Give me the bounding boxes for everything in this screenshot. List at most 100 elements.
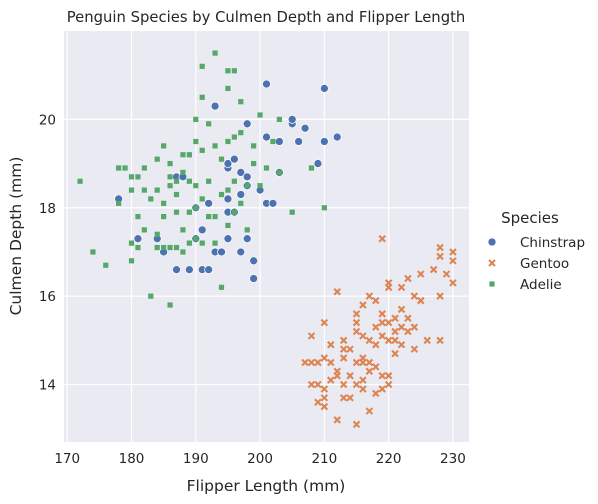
data-point-chinstrap — [249, 274, 258, 283]
data-point-adelie — [186, 240, 192, 246]
data-point-chinstrap — [249, 256, 258, 266]
data-point-adelie — [238, 99, 244, 105]
data-point-adelie — [225, 85, 231, 92]
data-point-gentoo — [404, 327, 412, 336]
data-point-adelie — [244, 227, 250, 233]
data-point-adelie — [90, 249, 96, 255]
data-point-gentoo — [352, 380, 361, 389]
legend-label-gentoo: Gentoo — [520, 256, 569, 272]
data-point-gentoo — [378, 310, 386, 318]
data-point-gentoo — [333, 416, 341, 424]
data-point-gentoo — [429, 265, 438, 274]
data-point-chinstrap — [242, 172, 252, 182]
data-point-chinstrap — [294, 137, 303, 146]
data-point-chinstrap — [223, 194, 233, 204]
data-point-adelie — [186, 178, 192, 184]
data-point-chinstrap — [236, 168, 246, 177]
series-adelie — [77, 50, 327, 308]
data-point-gentoo — [327, 341, 335, 349]
data-point-adelie — [154, 244, 160, 251]
data-point-adelie — [77, 178, 83, 184]
data-point-gentoo — [384, 283, 393, 292]
data-point-gentoo — [301, 358, 309, 367]
data-point-gentoo — [359, 358, 367, 367]
data-point-gentoo — [442, 270, 451, 278]
x-tick-label: 210 — [311, 451, 337, 467]
data-point-adelie — [167, 174, 173, 180]
y-tick-labels: 14 16 18 20 — [39, 112, 56, 393]
data-point-adelie — [154, 231, 160, 237]
data-point-gentoo — [320, 385, 329, 393]
data-point-adelie — [167, 244, 173, 251]
data-point-gentoo — [314, 398, 322, 406]
data-point-gentoo — [436, 252, 444, 261]
data-point-adelie — [173, 191, 180, 198]
data-point-adelie — [167, 183, 173, 189]
data-point-adelie — [173, 244, 180, 251]
data-point-gentoo — [397, 341, 406, 349]
data-point-gentoo — [339, 345, 348, 353]
data-point-adelie — [193, 183, 199, 189]
data-point-adelie — [180, 227, 186, 233]
data-point-adelie — [276, 116, 282, 122]
data-point-chinstrap — [172, 265, 181, 274]
data-point-adelie — [128, 240, 135, 246]
data-point-adelie — [212, 214, 218, 220]
legend-marker-gentoo — [488, 259, 496, 267]
data-point-adelie — [199, 196, 205, 202]
data-point-gentoo — [397, 283, 406, 292]
series-gentoo — [301, 234, 457, 429]
data-point-gentoo — [365, 367, 374, 376]
data-point-gentoo — [346, 345, 354, 353]
data-point-adelie — [218, 156, 225, 162]
data-point-chinstrap — [262, 79, 271, 89]
data-point-gentoo — [359, 332, 367, 340]
data-point-chinstrap — [204, 199, 213, 208]
data-point-adelie — [218, 284, 225, 290]
data-point-adelie — [257, 112, 263, 118]
data-point-chinstrap — [300, 123, 310, 133]
data-point-gentoo — [365, 292, 374, 300]
data-point-gentoo — [417, 270, 425, 278]
data-point-adelie — [199, 94, 205, 100]
data-point-adelie — [154, 187, 160, 193]
data-point-gentoo — [359, 385, 367, 393]
data-point-adelie — [141, 187, 147, 193]
data-point-gentoo — [307, 380, 316, 389]
data-point-adelie — [128, 187, 135, 193]
data-point-gentoo — [327, 376, 335, 384]
data-point-adelie — [206, 214, 212, 220]
x-tick-label: 190 — [183, 451, 209, 467]
data-point-gentoo — [410, 292, 419, 300]
data-point-chinstrap — [262, 132, 271, 142]
data-point-adelie — [103, 262, 109, 268]
data-point-gentoo — [423, 336, 431, 345]
data-point-chinstrap — [320, 137, 329, 146]
legend-marker-chinstrap — [487, 237, 497, 247]
data-point-gentoo — [333, 367, 341, 376]
y-tick-label: 14 — [39, 378, 56, 394]
data-point-gentoo — [384, 336, 393, 345]
data-point-gentoo — [365, 407, 374, 415]
data-point-gentoo — [365, 336, 374, 345]
data-point-adelie — [193, 138, 199, 145]
data-point-adelie — [173, 178, 180, 184]
data-point-adelie — [231, 134, 237, 140]
data-point-gentoo — [320, 318, 329, 327]
legend-marker-adelie — [489, 281, 495, 287]
data-point-gentoo — [352, 420, 361, 429]
data-point-gentoo — [320, 354, 329, 362]
data-point-chinstrap — [185, 265, 194, 274]
data-point-adelie — [225, 187, 231, 193]
data-point-chinstrap — [268, 199, 278, 208]
data-point-adelie — [161, 214, 167, 220]
data-point-adelie — [199, 240, 205, 246]
data-points — [77, 50, 457, 429]
data-point-adelie — [193, 236, 199, 242]
data-point-gentoo — [449, 257, 457, 265]
data-point-adelie — [225, 138, 231, 145]
data-point-gentoo — [384, 371, 393, 380]
data-point-adelie — [251, 160, 257, 167]
x-tick-label: 230 — [440, 451, 466, 467]
